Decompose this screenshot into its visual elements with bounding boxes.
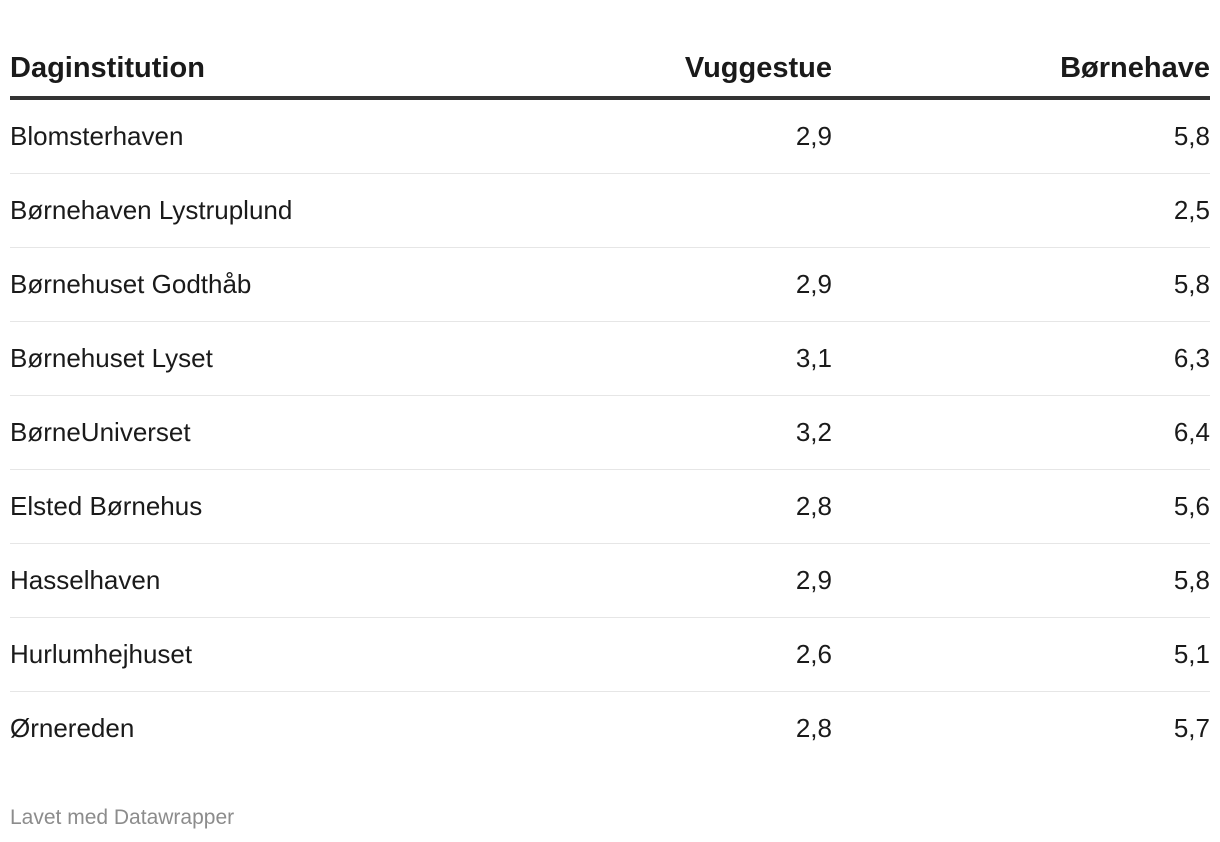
data-table-container: Daginstitution Vuggestue Børnehave Bloms… — [10, 40, 1210, 765]
cell-bornehave: 5,8 — [832, 543, 1210, 618]
cell-vuggestue: 2,9 — [610, 247, 832, 322]
cell-daginstitution: Børnehaven Lystruplund — [10, 173, 610, 248]
column-header-vuggestue[interactable]: Vuggestue — [610, 40, 832, 100]
cell-daginstitution: Hasselhaven — [10, 543, 610, 618]
cell-vuggestue: 2,9 — [610, 98, 832, 174]
cell-vuggestue: 3,1 — [610, 321, 832, 396]
table-body: Blomsterhaven 2,9 5,8 Børnehaven Lystruplun… — [10, 98, 1210, 765]
table-row: Børnehaven Lystruplund 2,5 — [10, 173, 1210, 248]
column-header-daginstitution[interactable]: Daginstitution — [10, 40, 610, 100]
cell-bornehave: 5,1 — [832, 617, 1210, 692]
cell-bornehave: 6,3 — [832, 321, 1210, 396]
table-row: Børnehuset Lyset 3,1 6,3 — [10, 321, 1210, 396]
cell-bornehave: 5,8 — [832, 98, 1210, 174]
cell-daginstitution: Børnehuset Lyset — [10, 321, 610, 396]
table-row: Blomsterhaven 2,9 5,8 — [10, 98, 1210, 174]
cell-daginstitution: Børnehuset Godthåb — [10, 247, 610, 322]
cell-vuggestue: 2,8 — [610, 469, 832, 544]
table-row: Elsted Børnehus 2,8 5,6 — [10, 469, 1210, 544]
table-row: BørneUniverset 3,2 6,4 — [10, 395, 1210, 470]
cell-bornehave: 2,5 — [832, 173, 1210, 248]
cell-daginstitution: BørneUniverset — [10, 395, 610, 470]
cell-vuggestue: 2,6 — [610, 617, 832, 692]
cell-vuggestue: 3,2 — [610, 395, 832, 470]
cell-bornehave: 6,4 — [832, 395, 1210, 470]
cell-daginstitution: Hurlumhejhuset — [10, 617, 610, 692]
cell-daginstitution: Ørnereden — [10, 713, 135, 743]
cell-vuggestue: 2,9 — [610, 543, 832, 618]
table-row: Hurlumhejhuset 2,6 5,1 — [10, 617, 1210, 692]
cell-bornehave: 5,6 — [832, 469, 1210, 544]
data-table: Daginstitution Vuggestue Børnehave Bloms… — [10, 40, 1210, 765]
table-row: Ørnereden 2,8 5,7 — [10, 692, 1210, 766]
table-header: Daginstitution Vuggestue Børnehave — [10, 40, 1210, 100]
column-header-bornehave[interactable]: Børnehave — [832, 40, 1210, 100]
cell-vuggestue — [610, 173, 832, 248]
cell-vuggestue: 2,8 — [795, 713, 832, 743]
header-row: Daginstitution Vuggestue Børnehave — [10, 40, 1210, 100]
table-row: Hasselhaven 2,9 5,8 — [10, 543, 1210, 618]
cell-daginstitution: Elsted Børnehus — [10, 469, 610, 544]
table-row: Børnehuset Godthåb 2,9 5,8 — [10, 247, 1210, 322]
cell-daginstitution: Blomsterhaven — [10, 98, 610, 174]
cell-bornehave: 5,7 — [1173, 713, 1210, 743]
cell-bornehave: 5,8 — [832, 247, 1210, 322]
footer-credit: Lavet med Datawrapper — [10, 806, 235, 829]
